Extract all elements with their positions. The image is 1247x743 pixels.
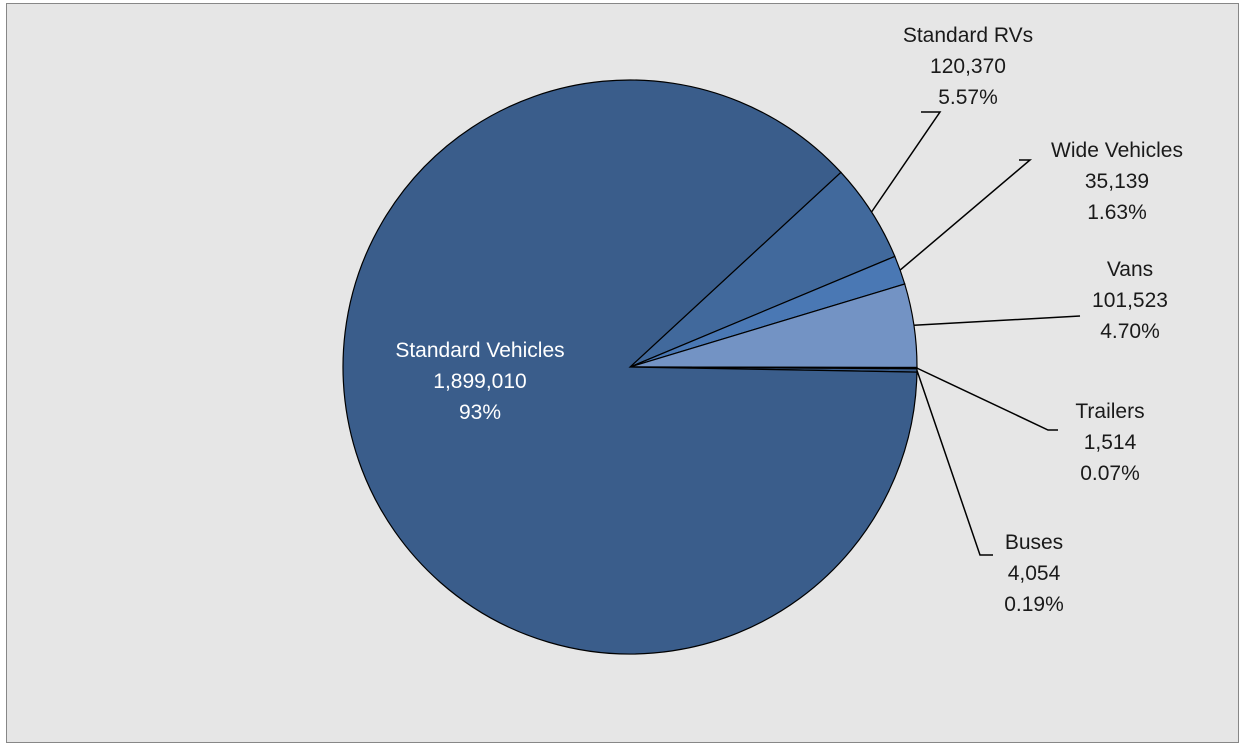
leader-line-trailers	[916, 367, 1058, 431]
leader-line-vans	[913, 315, 1081, 327]
data-label-wide-vehicles: Wide Vehicles 35,139 1.63%	[1051, 139, 1183, 224]
data-label-trailers: Trailers 1,514 0.07%	[1075, 400, 1144, 485]
leader-line-buses	[916, 370, 993, 556]
data-label-standard-vehicles: Standard Vehicles 1,899,010 93%	[395, 339, 564, 424]
leader-line-wide-vehicles	[899, 159, 1033, 271]
leader-lines	[870, 111, 1081, 556]
data-labels: Standard Vehicles 1,899,010 93% Standard RV…	[395, 24, 1183, 616]
leader-line-standard-rvs	[870, 111, 942, 213]
data-label-vans: Vans 101,523 4.70%	[1092, 258, 1168, 343]
data-label-standard-rvs: Standard RVs 120,370 5.57%	[903, 24, 1033, 109]
pie-slices	[342, 79, 918, 655]
pie-slice-standard-vehicles	[342, 79, 918, 655]
data-label-buses: Buses 4,054 0.19%	[1004, 531, 1064, 616]
